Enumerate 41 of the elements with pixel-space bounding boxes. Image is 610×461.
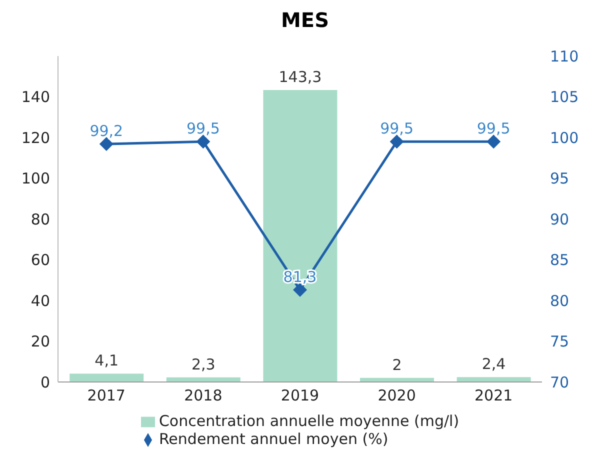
x-tick-label: 2020	[378, 386, 416, 405]
y2-tick-label: 80	[550, 292, 570, 310]
legend-label: Rendement annuel moyen (%)	[158, 430, 388, 448]
y2-tick-label: 100	[550, 128, 579, 147]
bar	[456, 377, 531, 382]
y2-tick-label: 85	[550, 251, 570, 270]
y-tick-label: 100	[21, 170, 50, 188]
bar	[263, 90, 338, 382]
y-tick-label: 120	[21, 128, 50, 147]
chart-title: MES	[280, 8, 330, 34]
x-tick-label: 2019	[280, 386, 320, 405]
y-tick-label: 60	[30, 251, 50, 270]
point	[390, 134, 404, 149]
point	[486, 134, 501, 149]
data-label: 143,3	[278, 68, 322, 86]
y2-tick-label: 105	[550, 88, 579, 106]
y-tick-label: 140	[21, 88, 50, 106]
point	[196, 134, 210, 149]
x-tick-label: 2018	[184, 386, 222, 405]
y-tick-label: 0	[40, 373, 50, 392]
y2-tick-label: 110	[550, 47, 579, 66]
data-label: 99,5	[380, 120, 414, 138]
point	[99, 137, 114, 152]
legend-label: Concentration annuelle moyenne (mg/l)	[158, 412, 460, 430]
data-label: 2,3	[191, 355, 216, 374]
y2-tick-label: 75	[550, 332, 570, 351]
x-tick-label: 2021	[474, 386, 513, 405]
x-tick-label: 2017	[87, 386, 126, 405]
data-label: 2,4	[482, 355, 506, 374]
bar	[70, 374, 144, 382]
y2-tick-label: 90	[550, 210, 570, 228]
y2-tick-label: 95	[550, 170, 570, 188]
data-label: 99,5	[476, 120, 510, 138]
data-label: 99,2	[90, 122, 124, 140]
data-label: 99,5	[186, 120, 220, 138]
y2-tick-label: 70	[550, 373, 570, 392]
y-tick-label: 20	[30, 332, 50, 351]
y-tick-label: 40	[30, 292, 50, 310]
data-label: 4,1	[94, 352, 119, 370]
data-label: 2	[392, 356, 402, 374]
y-tick-label: 80	[30, 210, 50, 228]
